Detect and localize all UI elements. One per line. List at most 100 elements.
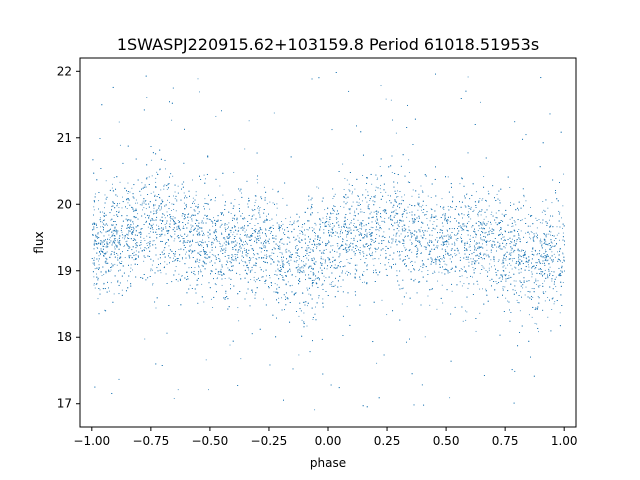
data-point (481, 243, 483, 245)
data-point (152, 284, 153, 286)
data-point (105, 198, 107, 200)
data-point (518, 269, 520, 271)
data-point (429, 220, 431, 222)
data-point (203, 234, 205, 236)
data-point (297, 235, 299, 237)
data-point (155, 181, 157, 183)
data-point (443, 213, 445, 215)
data-point (544, 214, 546, 216)
data-point (371, 239, 373, 241)
data-point (495, 222, 497, 224)
data-point (436, 219, 438, 220)
data-point (472, 261, 474, 263)
data-point (370, 211, 372, 213)
data-point (250, 218, 252, 220)
data-point (242, 226, 244, 228)
data-point (121, 226, 123, 227)
data-point (483, 267, 485, 269)
data-point (444, 263, 446, 265)
data-point (132, 210, 134, 212)
data-point (495, 212, 497, 214)
data-point (244, 249, 246, 251)
data-point (317, 235, 319, 237)
data-point (130, 255, 132, 257)
data-point (323, 253, 325, 254)
data-point (561, 270, 563, 272)
data-point (326, 268, 328, 270)
data-point (107, 224, 109, 226)
data-point (294, 239, 296, 241)
data-point (125, 241, 127, 243)
data-point (340, 245, 341, 247)
data-point (379, 271, 381, 273)
data-point (513, 241, 515, 243)
data-point (449, 397, 451, 399)
data-point (398, 230, 400, 232)
data-point (543, 234, 545, 236)
data-point (156, 212, 157, 214)
data-point (503, 265, 505, 267)
data-point (558, 232, 560, 234)
data-point (483, 176, 485, 177)
data-point (417, 202, 419, 204)
data-point (143, 207, 145, 209)
data-point (525, 250, 526, 252)
data-point (221, 284, 223, 286)
data-point (113, 214, 115, 216)
data-point (388, 262, 389, 264)
data-point (333, 259, 335, 261)
data-point (535, 278, 537, 280)
data-point (515, 243, 517, 245)
data-point (335, 231, 337, 233)
data-point (394, 214, 396, 216)
data-point (242, 251, 243, 253)
chart-title: 1SWASPJ220915.62+103159.8 Period 61018.5… (117, 35, 539, 54)
data-point (197, 273, 199, 275)
data-point (243, 247, 245, 249)
data-point (129, 227, 130, 229)
data-point (466, 194, 467, 196)
data-point (481, 246, 483, 248)
data-point (318, 279, 320, 281)
data-point (233, 231, 235, 233)
data-point (109, 237, 111, 239)
data-point (502, 277, 504, 279)
data-point (324, 262, 326, 264)
data-point (512, 225, 514, 227)
data-point (241, 192, 242, 194)
data-point (536, 323, 538, 325)
data-point (353, 214, 355, 216)
data-point (417, 249, 419, 251)
data-point (302, 302, 304, 303)
data-point (276, 214, 277, 216)
data-point (466, 193, 468, 195)
data-point (338, 226, 340, 228)
data-point (97, 248, 99, 249)
data-point (299, 233, 301, 235)
data-point (368, 231, 370, 233)
data-point (150, 227, 152, 229)
data-point (221, 246, 223, 248)
data-point (295, 248, 296, 249)
data-point (557, 251, 558, 253)
data-point (337, 236, 339, 237)
data-point (153, 210, 155, 212)
data-point (446, 243, 447, 245)
data-point (228, 270, 230, 272)
data-point (243, 265, 245, 267)
data-point (158, 225, 160, 227)
data-point (93, 244, 95, 246)
data-point (105, 180, 107, 182)
data-point (255, 199, 257, 201)
data-point (433, 248, 435, 250)
data-point (119, 202, 121, 204)
data-point (363, 253, 365, 255)
data-point (447, 205, 449, 207)
data-point (238, 203, 240, 205)
data-point (213, 254, 215, 256)
data-point (519, 280, 521, 282)
data-point (97, 232, 99, 233)
data-point (279, 245, 281, 247)
data-point (166, 263, 168, 265)
data-point (441, 248, 443, 250)
